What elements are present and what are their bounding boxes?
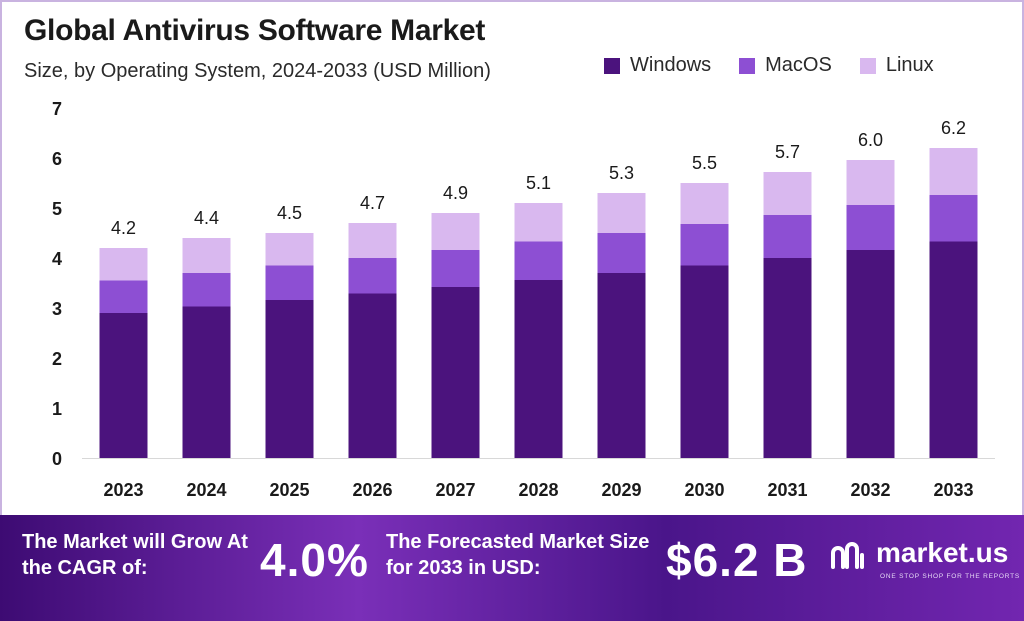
- bar-segment-macos-2030: [680, 224, 729, 266]
- summary-banner: The Market will Grow At the CAGR of: 4.0…: [0, 515, 1024, 621]
- bar-segment-linux-2031: [763, 172, 812, 215]
- bar-segment-macos-2027: [431, 250, 480, 287]
- bar-segment-macos-2024: [182, 273, 231, 307]
- data-label-2029: 5.3: [609, 163, 634, 183]
- bar-segment-macos-2029: [597, 233, 646, 273]
- bar-segment-macos-2031: [763, 215, 812, 258]
- bar-segment-macos-2032: [846, 205, 895, 250]
- legend-swatch-windows: [604, 57, 620, 74]
- y-tick-label: 4: [52, 249, 62, 269]
- bar-segment-linux-2032: [846, 160, 895, 205]
- data-label-2026: 4.7: [360, 193, 385, 213]
- bar-segment-linux-2024: [182, 238, 231, 273]
- bar-segment-macos-2026: [348, 258, 397, 294]
- bar-segment-macos-2023: [99, 280, 148, 313]
- y-tick-label: 3: [52, 299, 62, 319]
- legend-swatch-macos: [739, 57, 756, 74]
- bar-segment-macos-2033: [929, 195, 978, 242]
- legend-label-windows: Windows: [630, 54, 712, 76]
- data-label-2033: 6.2: [941, 118, 966, 138]
- bar-segment-windows-2023: [99, 313, 148, 458]
- x-tick-label-2033: 2033: [933, 480, 973, 500]
- cagr-value: 4.0%: [260, 534, 369, 586]
- bar-segment-linux-2033: [929, 148, 978, 195]
- bar-segment-windows-2030: [680, 265, 729, 458]
- bar-segment-linux-2028: [514, 203, 563, 242]
- bar-segment-windows-2028: [514, 280, 563, 458]
- x-tick-label-2028: 2028: [518, 480, 558, 500]
- bar-segment-linux-2030: [680, 183, 729, 224]
- bar-segment-linux-2026: [348, 223, 397, 258]
- y-tick-label: 6: [52, 149, 62, 169]
- bar-segment-windows-2024: [182, 306, 231, 458]
- x-tick-label-2023: 2023: [103, 480, 143, 500]
- data-label-2024: 4.4: [194, 208, 219, 228]
- y-tick-label: 7: [52, 99, 62, 119]
- bar-segment-macos-2025: [265, 265, 314, 300]
- bar-segment-windows-2033: [929, 241, 978, 458]
- forecast-value: $6.2 B: [666, 534, 808, 586]
- legend-item-linux: Linux: [859, 54, 934, 77]
- stacked-bar-chart: 0 1 2 3 4 5 6 7 4.2 2023 4.4 2024 4.5 2025 4.7 2026 4.9 2…: [52, 99, 995, 500]
- brand-name: market.us: [876, 537, 1009, 568]
- bar-segment-windows-2025: [265, 300, 314, 458]
- x-tick-label-2030: 2030: [684, 480, 724, 500]
- x-tick-label-2032: 2032: [850, 480, 890, 500]
- legend-label-macos: MacOS: [765, 54, 832, 76]
- y-tick-label: 2: [52, 349, 62, 369]
- cagr-label: The Market will Grow At the CAGR of:: [22, 531, 248, 579]
- data-label-2025: 4.5: [277, 203, 302, 223]
- data-label-2030: 5.5: [692, 153, 717, 173]
- data-label-2027: 4.9: [443, 183, 468, 203]
- bar-segment-linux-2023: [99, 248, 148, 281]
- x-tick-label-2031: 2031: [767, 480, 807, 500]
- x-tick-label-2026: 2026: [352, 480, 392, 500]
- bar-segment-linux-2025: [265, 233, 314, 266]
- y-tick-label: 0: [52, 449, 62, 469]
- x-tick-label-2025: 2025: [269, 480, 309, 500]
- bar-segment-linux-2029: [597, 193, 646, 233]
- chart-title: Global Antivirus Software Market: [24, 14, 486, 47]
- bar-segment-windows-2027: [431, 287, 480, 458]
- bar-segment-macos-2028: [514, 241, 563, 280]
- legend-item-macos: MacOS: [739, 54, 832, 77]
- data-label-2023: 4.2: [111, 218, 136, 238]
- legend-label-linux: Linux: [885, 54, 934, 76]
- x-tick-label-2024: 2024: [186, 480, 226, 500]
- market-us-logo-icon: [831, 542, 864, 569]
- bar-segment-windows-2026: [348, 293, 397, 458]
- bar-segment-windows-2032: [846, 250, 895, 458]
- y-tick-label: 5: [52, 199, 62, 219]
- data-label-2031: 5.7: [775, 142, 800, 162]
- bar-segment-windows-2029: [597, 273, 646, 458]
- x-tick-label-2027: 2027: [435, 480, 475, 500]
- brand-logo: market.us ONE STOP SHOP FOR THE REPORTS: [828, 533, 1020, 593]
- legend-item-windows: Windows: [604, 54, 711, 77]
- forecast-label: The Forecasted Market Size for 2033 in U…: [386, 531, 650, 579]
- data-label-2032: 6.0: [858, 130, 883, 150]
- bar-segment-windows-2031: [763, 258, 812, 458]
- bar-segment-linux-2027: [431, 213, 480, 250]
- legend: Windows MacOS Linux: [604, 54, 934, 77]
- y-tick-label: 1: [52, 399, 62, 419]
- x-tick-label-2029: 2029: [601, 480, 641, 500]
- chart-subtitle: Size, by Operating System, 2024-2033 (US…: [24, 60, 491, 82]
- brand-tagline: ONE STOP SHOP FOR THE REPORTS: [880, 573, 1020, 580]
- legend-swatch-linux: [859, 57, 876, 74]
- data-label-2028: 5.1: [526, 173, 551, 193]
